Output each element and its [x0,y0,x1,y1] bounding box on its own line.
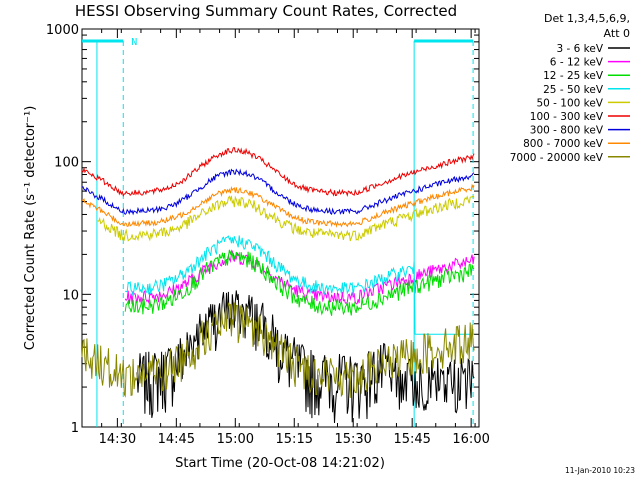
series-line-8 [81,183,475,229]
legend-entry-label: 100 - 300 keV [530,111,604,123]
y-tick-label: 100 [54,156,79,171]
night-flag-label: N [131,37,137,48]
chart-title: HESSI Observing Summary Count Rates, Cor… [75,2,457,20]
x-tick-label: 14:45 [158,432,195,447]
x-tick-label: 15:15 [276,432,313,447]
series-line-6 [81,147,475,198]
series-line-7 [81,168,475,216]
series-line-3 [124,249,475,316]
legend-entry-label: 7000 - 20000 keV [510,152,604,164]
x-tick-label: 14:30 [99,432,136,447]
x-tick-label: 16:00 [452,432,489,447]
legend-header-line-1: Det 1,3,4,5,6,9, [544,12,630,25]
y-tick-label: 1 [71,421,79,436]
legend-entry-label: 50 - 100 keV [536,97,603,109]
generation-timestamp: 11-Jan-2010 10:23 [565,466,635,475]
series-line-5 [97,195,475,242]
legend-entry-label: 800 - 7000 keV [523,138,604,150]
legend-entry-label: 6 - 12 keV [550,57,604,69]
x-tick-label: 15:45 [393,432,430,447]
series-line-1 [136,290,475,424]
legend-entry-label: 12 - 25 keV [543,70,604,82]
y-axis-label: Corrected Count Rate (s⁻¹ detector⁻¹) [23,106,38,351]
legend-entry-label: 300 - 800 keV [530,125,604,137]
plot-frame [81,28,480,428]
legend-entry-label: 25 - 50 keV [543,84,604,96]
x-axis-label: Start Time (20-Oct-08 14:21:02) [175,456,385,471]
y-axis-ticks: 1 10 100 1000 [46,23,479,436]
series-lines [81,147,475,424]
series-line-4 [124,235,475,335]
x-axis-ticks: 14:30 14:45 15:00 15:15 15:30 15:45 16:00 [81,29,490,447]
legend-header-line-2: Att 0 [604,27,630,40]
legend: Det 1,3,4,5,6,9, Att 0 3 - 6 keV 6 - 12 k… [510,12,630,164]
legend-entry-label: 3 - 6 keV [556,43,603,55]
y-tick-label: 1000 [46,23,79,38]
x-tick-label: 15:30 [334,432,371,447]
series-line-9 [81,302,475,398]
y-tick-label: 10 [62,288,79,303]
x-tick-label: 15:00 [217,432,254,447]
